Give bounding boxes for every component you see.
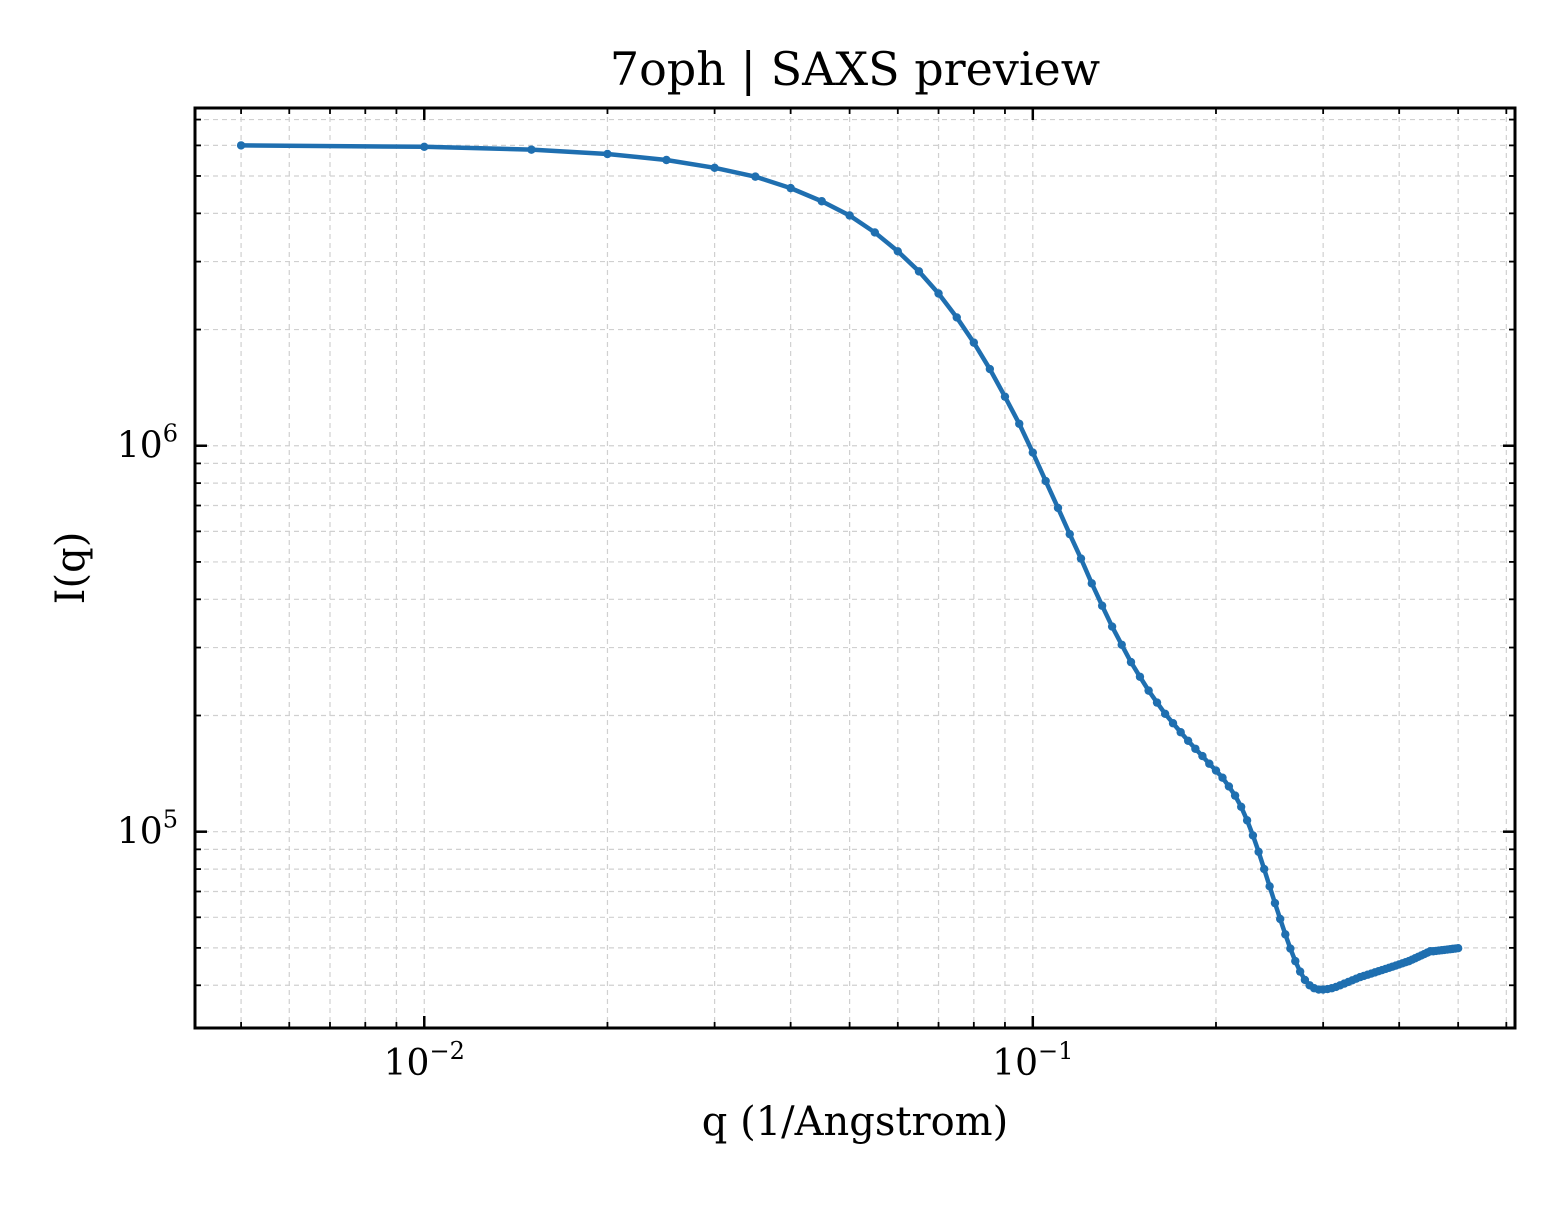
data-point [1076,554,1086,563]
data-point [1265,882,1274,891]
data-point [236,141,246,150]
data-point [845,211,854,220]
data-point [1275,914,1285,924]
data-point [1168,719,1178,728]
y-tick-label: 106 [117,420,178,467]
data-point [1242,816,1252,825]
data-point [1254,847,1263,856]
data-point [1205,759,1214,768]
data-point [603,149,612,159]
x-tick-label: 10−2 [384,1037,465,1084]
data-point [934,289,943,298]
tick-labels: 10−2 10−1 105 106 [117,420,1073,1084]
data-point [969,338,979,347]
data-point [1270,898,1280,908]
data-point [1248,831,1258,840]
plot-frame [193,106,1517,1030]
data-point [1097,601,1107,610]
data-point [1291,956,1300,966]
data-point [1224,782,1234,791]
data-point [1152,698,1162,707]
data-point [786,183,795,193]
y-tick-label: 105 [117,806,178,853]
data-point [1183,736,1193,745]
y-axis-label: I(q) [48,532,94,605]
grid-lines [195,108,1515,1028]
data-point [751,172,760,181]
data-point [1230,791,1240,800]
data-point [1160,709,1170,719]
data-point [1236,802,1246,812]
data-point [1176,728,1185,737]
data-point [1041,476,1050,486]
data-point [870,228,880,237]
data-point [1065,529,1074,539]
data-point [1286,944,1295,953]
data-point [1218,773,1227,782]
data-point [1259,864,1269,874]
data-point [1015,419,1024,428]
data-point [1053,503,1063,513]
data-point [1198,751,1207,761]
data-point [527,145,536,154]
data-point [893,247,902,256]
data-point [1028,448,1038,457]
data-series [236,141,1463,994]
x-tick-label: 10−1 [992,1037,1073,1084]
data-point [1453,944,1463,953]
data-point [1000,392,1010,401]
data-point [1144,686,1153,695]
chart-title: 7oph | SAXS preview [610,42,1100,96]
data-point [817,197,826,206]
data-point [985,364,995,374]
data-point [1126,657,1136,667]
data-point [710,163,719,172]
data-point [952,313,961,322]
data-point [914,267,924,276]
data-point [662,155,671,165]
data-point [1087,579,1096,588]
data-point [1281,930,1290,939]
x-axis-label: q (1/Angstrom) [702,1099,1008,1145]
data-point [1191,744,1200,753]
data-point [1107,622,1117,631]
data-point [420,142,429,152]
data-point [1117,640,1126,649]
data-point [1135,672,1145,681]
data-point [1295,967,1305,976]
data-point [1211,766,1221,775]
